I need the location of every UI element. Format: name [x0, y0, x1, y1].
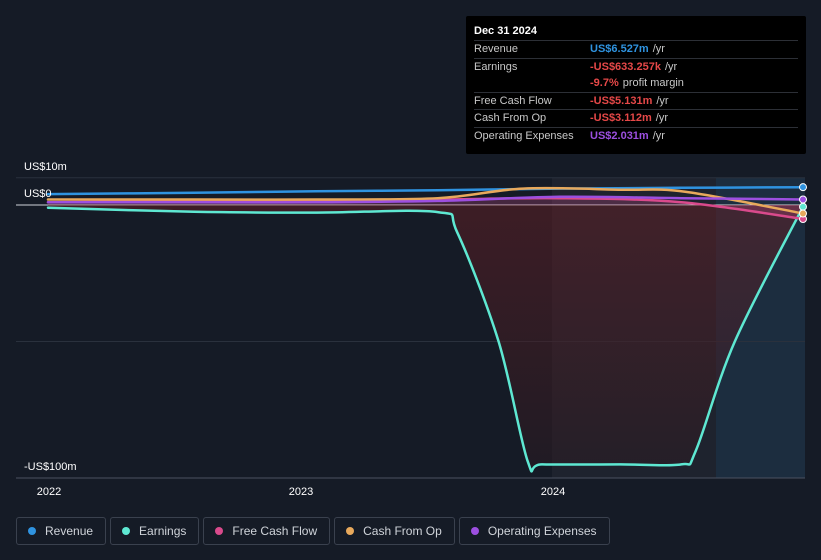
- tooltip-row-value: US$6.527m: [590, 43, 649, 56]
- legend-dot-icon: [470, 527, 479, 535]
- legend-item-free-cash-flow[interactable]: Free Cash Flow: [203, 517, 331, 545]
- tooltip-row-unit: /yr: [664, 60, 678, 73]
- legend-item-cash-from-op[interactable]: Cash From Op: [334, 517, 455, 545]
- tooltip-row-unit: /yr: [655, 112, 668, 125]
- tooltip-row: Free Cash Flow -US$5.131m/yr: [474, 91, 798, 110]
- earnings-area: [48, 205, 803, 472]
- y-axis-ticks: US$10m US$0 -US$100m: [24, 161, 77, 473]
- earnings-end-dot: [799, 202, 807, 211]
- legend-dot-icon: [346, 527, 355, 535]
- cash-from-op-line: [46, 186, 805, 215]
- operating-expenses-end-dot: [799, 195, 807, 204]
- revenue-line: [46, 185, 805, 196]
- chart-legend: Revenue Earnings Free Cash Flow Cash From O…: [16, 517, 610, 545]
- tooltip-row-label: Cash From Op: [474, 112, 547, 125]
- legend-label: Cash From Op: [363, 524, 442, 538]
- series-end-dots: [799, 183, 807, 224]
- tooltip-rows: Revenue US$6.527m/yr Earnings -US$633.257k /…: [474, 40, 798, 144]
- tooltip-row: Cash From Op -US$3.112m/yr: [474, 109, 798, 127]
- tooltip-row: Revenue US$6.527m/yr: [474, 40, 798, 58]
- data-tooltip: Dec 31 2024 Revenue US$6.527m/yr Earnings -…: [466, 16, 806, 154]
- y-tick-label: -US$100m: [24, 461, 77, 473]
- tooltip-row-value: -US$633.257k: [590, 60, 661, 73]
- series-fills: [48, 198, 803, 472]
- legend-label: Free Cash Flow: [232, 524, 318, 538]
- tooltip-row: Earnings -US$633.257k/yr: [474, 57, 798, 76]
- tooltip-row: Operating Expenses US$2.031m/yr: [474, 126, 798, 145]
- y-tick-label: US$0: [24, 188, 52, 200]
- tooltip-row-unit: /yr: [652, 43, 665, 56]
- tooltip-row-unit: /yr: [656, 94, 669, 107]
- tooltip-date: Dec 31 2024: [474, 25, 537, 37]
- cash-from-op-end-dot: [799, 209, 807, 218]
- legend-label: Earnings: [139, 524, 187, 538]
- tooltip-row-label: Operating Expenses: [474, 129, 574, 142]
- y-tick-label: US$10m: [24, 161, 67, 173]
- free-cash-flow-line: [46, 196, 805, 221]
- tooltip-row-unit: profit margin: [622, 77, 684, 90]
- operating-expenses-line: [46, 195, 805, 204]
- legend-item-operating-expenses[interactable]: Operating Expenses: [458, 517, 610, 545]
- legend-label: Revenue: [45, 524, 94, 538]
- earnings-line: [46, 205, 805, 473]
- tooltip-row-label: Earnings: [474, 60, 518, 73]
- tooltip-row-value: -US$5.131m: [590, 94, 653, 107]
- legend-item-earnings[interactable]: Earnings: [110, 517, 200, 545]
- tooltip-row-unit: /yr: [652, 129, 665, 142]
- tooltip-row-label: Free Cash Flow: [474, 94, 552, 107]
- legend-dot-icon: [28, 527, 36, 535]
- x-tick-label: 2024: [541, 486, 565, 498]
- legend-item-revenue[interactable]: Revenue: [16, 517, 107, 545]
- legend-dot-icon: [122, 527, 131, 535]
- tooltip-row-label: Revenue: [474, 43, 519, 56]
- legend-label: Operating Expenses: [487, 524, 597, 538]
- x-tick-label: 2023: [289, 486, 313, 498]
- legend-dot-icon: [215, 527, 224, 535]
- x-tick-label: 2022: [37, 486, 61, 498]
- series-lines: [46, 185, 805, 473]
- tooltip-row: -9.7% profit margin: [474, 75, 798, 92]
- tooltip-row-value: US$2.031m: [590, 129, 649, 142]
- tooltip-row-value: -US$3.112m: [590, 112, 652, 125]
- revenue-end-dot: [799, 183, 807, 192]
- tooltip-row-value: -9.7%: [590, 77, 619, 90]
- x-axis-ticks: 2022 2023 2024: [37, 486, 565, 498]
